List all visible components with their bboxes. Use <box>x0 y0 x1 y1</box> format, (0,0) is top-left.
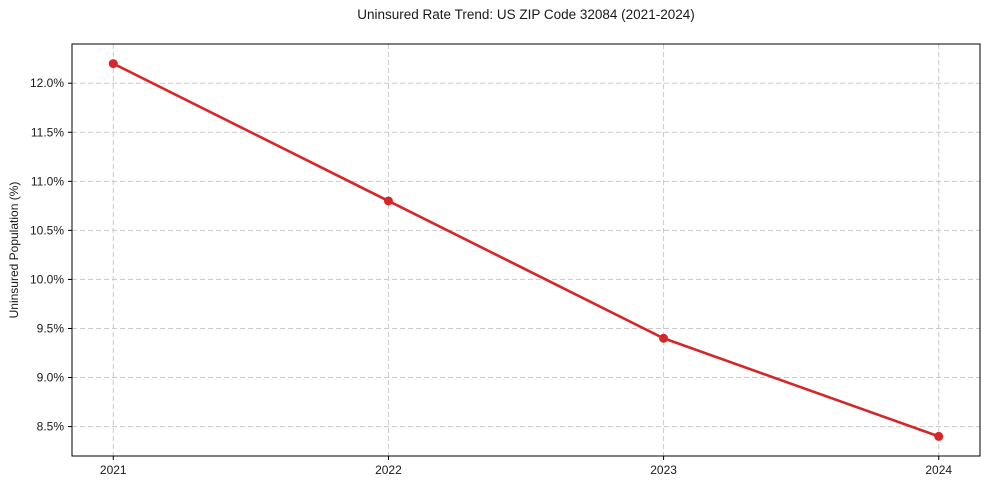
y-axis-tick-label: 8.5% <box>37 420 65 434</box>
plot-border <box>71 43 981 457</box>
data-point-marker <box>383 196 393 206</box>
y-axis-tick-label: 12.0% <box>30 76 64 90</box>
x-axis-tick-label: 2021 <box>100 463 127 477</box>
y-axis-tick-label: 10.5% <box>30 223 64 237</box>
chart-title: Uninsured Rate Trend: US ZIP Code 32084 … <box>357 7 695 22</box>
data-point-marker <box>934 431 944 441</box>
y-axis-tick-label: 10.0% <box>30 272 64 286</box>
y-axis-tick-label: 11.0% <box>31 174 64 188</box>
x-axis-tick-label: 2022 <box>375 463 402 477</box>
data-point-marker <box>659 333 669 343</box>
data-point-marker <box>108 59 118 69</box>
x-axis-tick-label: 2024 <box>925 463 952 477</box>
y-axis-tick-label: 9.5% <box>37 321 65 335</box>
trend-line <box>111 62 941 438</box>
x-axis-tick-label: 2023 <box>650 463 677 477</box>
y-axis-tick-label: 11.5% <box>31 125 64 139</box>
y-axis-tick-label: 9.0% <box>37 371 65 385</box>
